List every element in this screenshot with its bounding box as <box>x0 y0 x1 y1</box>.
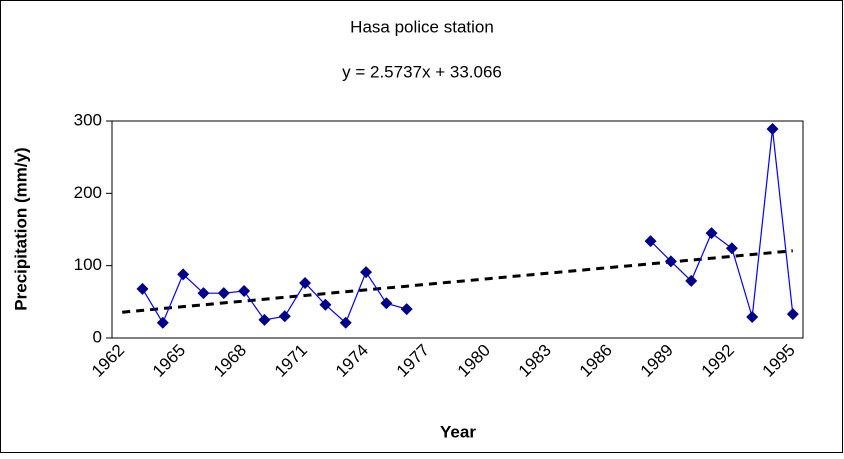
data-point <box>400 303 413 316</box>
data-point <box>685 274 698 287</box>
data-point <box>360 266 373 279</box>
data-point <box>217 287 230 300</box>
y-tick-label: 200 <box>74 183 102 202</box>
y-tick-label: 0 <box>93 327 102 346</box>
trendline <box>122 249 793 314</box>
data-point <box>705 227 718 240</box>
data-point <box>278 310 291 323</box>
data-point <box>746 311 759 324</box>
data-point <box>664 255 677 268</box>
data-point <box>380 297 393 310</box>
y-axis-label: Precipitation (mm/y) <box>11 147 30 310</box>
data-point <box>238 284 251 297</box>
data-point <box>156 316 169 329</box>
x-axis-label: Year <box>440 422 476 441</box>
y-tick-label: 100 <box>74 255 102 274</box>
data-point <box>197 287 210 300</box>
data-point <box>177 268 190 281</box>
data-point <box>258 313 271 326</box>
data-point <box>786 308 799 321</box>
data-point <box>339 316 352 329</box>
data-point <box>644 235 657 248</box>
chart-title: Hasa police station <box>350 17 494 36</box>
trend-equation: y = 2.5737x + 33.066 <box>342 62 502 81</box>
series-line <box>141 270 407 325</box>
y-tick-label: 300 <box>74 110 102 129</box>
series-line <box>650 128 794 318</box>
data-point <box>725 242 738 255</box>
data-point <box>766 122 779 135</box>
data-point <box>299 277 312 290</box>
plot-area <box>111 120 804 339</box>
data-point <box>136 282 149 295</box>
data-point <box>319 298 332 311</box>
